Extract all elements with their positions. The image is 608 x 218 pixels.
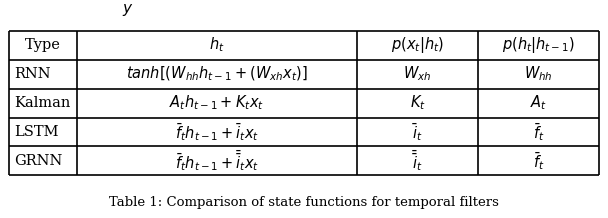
Text: $y$: $y$: [122, 2, 134, 18]
Text: $A_t$: $A_t$: [530, 94, 547, 112]
Text: LSTM: LSTM: [15, 125, 59, 139]
Text: $\bar{i}_t$: $\bar{i}_t$: [412, 121, 423, 143]
Text: $W_{hh}$: $W_{hh}$: [524, 65, 553, 83]
Text: $\bar{\bar{i}}_t$: $\bar{\bar{i}}_t$: [412, 149, 423, 173]
Text: $W_{xh}$: $W_{xh}$: [403, 65, 432, 83]
Text: $tanh[(W_{hh}h_{t-1}+(W_{xh}x_t)]$: $tanh[(W_{hh}h_{t-1}+(W_{xh}x_t)]$: [126, 65, 308, 83]
Text: $A_t h_{t-1} + K_t x_t$: $A_t h_{t-1} + K_t x_t$: [170, 94, 264, 112]
Text: $\bar{f}_t h_{t-1} + \bar{i}_t x_t$: $\bar{f}_t h_{t-1} + \bar{i}_t x_t$: [175, 121, 259, 143]
Text: $\bar{f}_t h_{t-1} + \bar{\bar{i}}_t x_t$: $\bar{f}_t h_{t-1} + \bar{\bar{i}}_t x_t…: [175, 149, 259, 173]
Text: Table 1: Comparison of state functions for temporal filters: Table 1: Comparison of state functions f…: [109, 196, 499, 209]
Text: $p(h_t|h_{t-1})$: $p(h_t|h_{t-1})$: [502, 35, 575, 55]
Text: Type: Type: [25, 38, 61, 52]
Text: $p(x_t|h_t)$: $p(x_t|h_t)$: [391, 35, 444, 55]
Text: $h_t$: $h_t$: [209, 36, 225, 54]
Text: RNN: RNN: [15, 67, 51, 81]
Text: GRNN: GRNN: [15, 154, 63, 168]
Text: $\bar{f}_t$: $\bar{f}_t$: [533, 150, 544, 172]
Text: $\bar{f}_t$: $\bar{f}_t$: [533, 121, 544, 143]
Text: Kalman: Kalman: [15, 96, 71, 110]
Text: $K_t$: $K_t$: [410, 94, 426, 112]
